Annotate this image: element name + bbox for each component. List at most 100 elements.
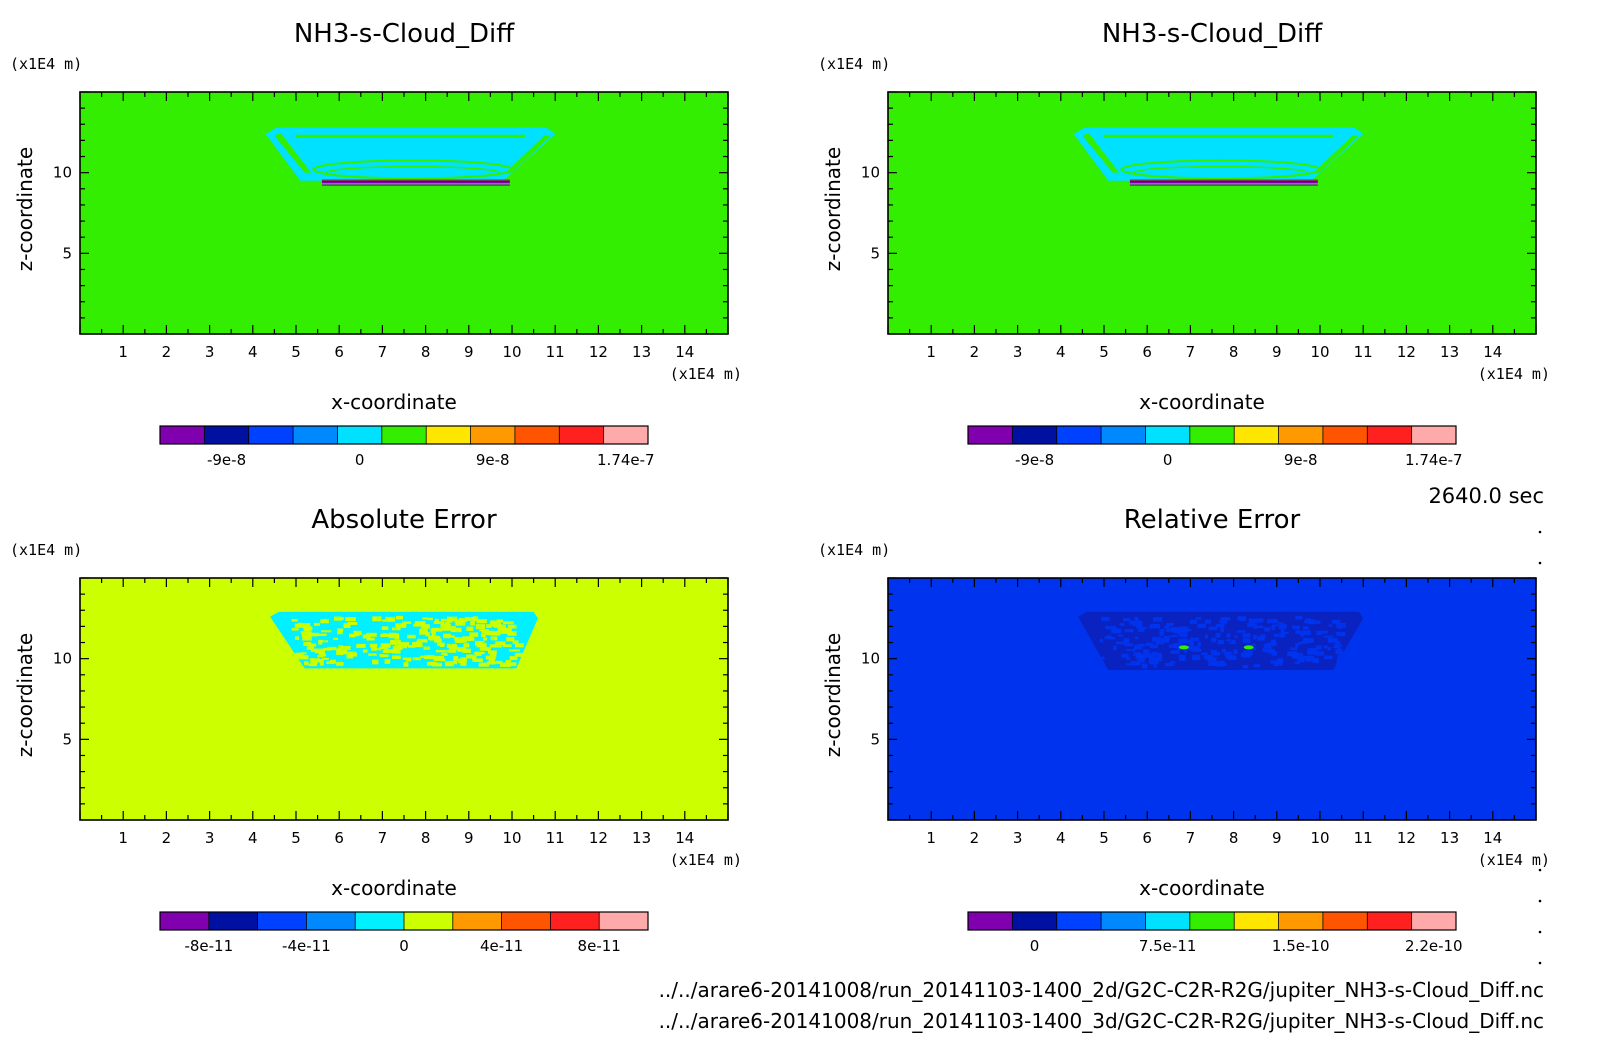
error-speckle bbox=[1327, 638, 1338, 643]
error-speckle bbox=[1279, 662, 1283, 666]
y-tick-label: 10 bbox=[861, 650, 880, 668]
colorbar-swatch bbox=[470, 426, 516, 444]
colorbar-swatch bbox=[404, 912, 454, 930]
colorbar-swatch bbox=[1145, 912, 1191, 930]
error-speckle bbox=[1298, 658, 1305, 663]
colorbar-swatch bbox=[1189, 426, 1235, 444]
error-speckle bbox=[333, 637, 339, 640]
error-speckle bbox=[1257, 636, 1265, 641]
error-speckle bbox=[489, 652, 497, 657]
colorbar-swatch bbox=[1278, 912, 1324, 930]
error-speckle bbox=[490, 636, 496, 640]
error-speckle bbox=[1309, 638, 1314, 643]
time-label: 2640.0 sec bbox=[1428, 484, 1544, 508]
error-speckle bbox=[422, 617, 429, 620]
x-tick-label: 4 bbox=[1056, 829, 1066, 847]
colorbar-swatch bbox=[293, 426, 338, 444]
error-speckle bbox=[1242, 665, 1249, 669]
x-tick-label: 6 bbox=[334, 829, 344, 847]
colorbar-swatch bbox=[968, 912, 1013, 930]
error-speckle bbox=[458, 618, 467, 622]
x-tick-label: 8 bbox=[421, 829, 431, 847]
error-speckle bbox=[440, 618, 449, 622]
x-axis-label: x-coordinate bbox=[331, 876, 457, 900]
error-speckle bbox=[458, 658, 467, 664]
x-tick-label: 10 bbox=[502, 829, 521, 847]
x-tick-label: 14 bbox=[675, 343, 694, 361]
error-speckle bbox=[395, 615, 404, 620]
error-speckle bbox=[319, 659, 324, 663]
y-unit-label: (x1E4 m) bbox=[818, 541, 890, 559]
error-speckle bbox=[1170, 635, 1178, 638]
error-speckle bbox=[372, 616, 382, 622]
x-tick-label: 6 bbox=[334, 343, 344, 361]
error-speckle bbox=[507, 631, 517, 636]
error-speckle bbox=[425, 633, 430, 637]
colorbar-label: 1.74e-7 bbox=[597, 451, 655, 469]
x-tick-label: 9 bbox=[1272, 829, 1282, 847]
colorbar-label: -9e-8 bbox=[1015, 451, 1054, 469]
x-tick-label: 5 bbox=[1099, 829, 1109, 847]
error-speckle bbox=[317, 633, 327, 636]
error-speckle bbox=[449, 626, 456, 629]
x-tick-label: 7 bbox=[1186, 343, 1196, 361]
error-speckle bbox=[336, 648, 348, 654]
error-speckle bbox=[1323, 655, 1333, 660]
colorbar-swatch bbox=[1234, 912, 1280, 930]
error-speckle bbox=[440, 658, 446, 662]
colorbar-frame bbox=[159, 425, 649, 445]
error-speckle bbox=[1134, 644, 1143, 650]
error-speckle bbox=[1303, 630, 1311, 635]
error-speckle bbox=[485, 631, 497, 635]
error-speckle bbox=[507, 624, 517, 629]
x-tick-label: 11 bbox=[546, 829, 565, 847]
error-speckle bbox=[304, 627, 311, 632]
error-speckle bbox=[454, 638, 464, 643]
error-speckle bbox=[436, 642, 445, 646]
error-speckle bbox=[1135, 653, 1144, 659]
colorbar-frame bbox=[967, 425, 1457, 445]
colorbar-swatch bbox=[968, 426, 1013, 444]
error-speckle bbox=[321, 630, 332, 633]
error-speckle bbox=[433, 621, 445, 624]
error-speckle bbox=[1274, 633, 1279, 637]
error-speckle bbox=[1302, 626, 1309, 630]
error-speckle bbox=[1219, 618, 1228, 624]
error-speckle bbox=[337, 661, 343, 666]
error-speckle bbox=[419, 655, 426, 659]
margin-dots bbox=[1538, 530, 1542, 965]
error-speckle bbox=[306, 646, 315, 650]
colorbar-swatch bbox=[1101, 912, 1146, 930]
x-tick-label: 11 bbox=[546, 343, 565, 361]
x-tick-label: 11 bbox=[1354, 343, 1373, 361]
error-speckle bbox=[426, 661, 438, 666]
error-speckle bbox=[1226, 633, 1231, 638]
error-speckle bbox=[483, 637, 488, 641]
error-speckle bbox=[291, 628, 299, 631]
error-speckle bbox=[293, 653, 298, 657]
error-speckle bbox=[457, 647, 467, 652]
error-speckle bbox=[306, 632, 314, 636]
y-tick-label: 5 bbox=[62, 244, 72, 262]
error-speckle bbox=[1312, 658, 1319, 663]
error-speckle bbox=[514, 653, 524, 657]
error-speckle bbox=[1111, 628, 1122, 634]
error-speckle bbox=[1116, 641, 1126, 645]
error-speckle bbox=[1295, 615, 1303, 620]
error-speckle bbox=[1148, 659, 1159, 665]
x-tick-label: 13 bbox=[632, 343, 651, 361]
colorbar-swatch bbox=[337, 426, 383, 444]
error-speckle bbox=[414, 621, 426, 627]
cloud-stripe bbox=[1104, 134, 1333, 138]
error-speckle bbox=[455, 620, 466, 626]
error-speckle bbox=[1338, 631, 1346, 637]
error-speckle bbox=[1287, 651, 1296, 657]
error-speckle bbox=[1307, 619, 1316, 625]
error-speckle bbox=[506, 636, 515, 642]
error-speckle bbox=[1173, 630, 1182, 634]
colorbar-swatch bbox=[355, 912, 405, 930]
error-speckle bbox=[1267, 619, 1273, 623]
error-speckle bbox=[1315, 645, 1322, 650]
error-speckle bbox=[412, 657, 421, 661]
error-speckle bbox=[488, 661, 495, 665]
